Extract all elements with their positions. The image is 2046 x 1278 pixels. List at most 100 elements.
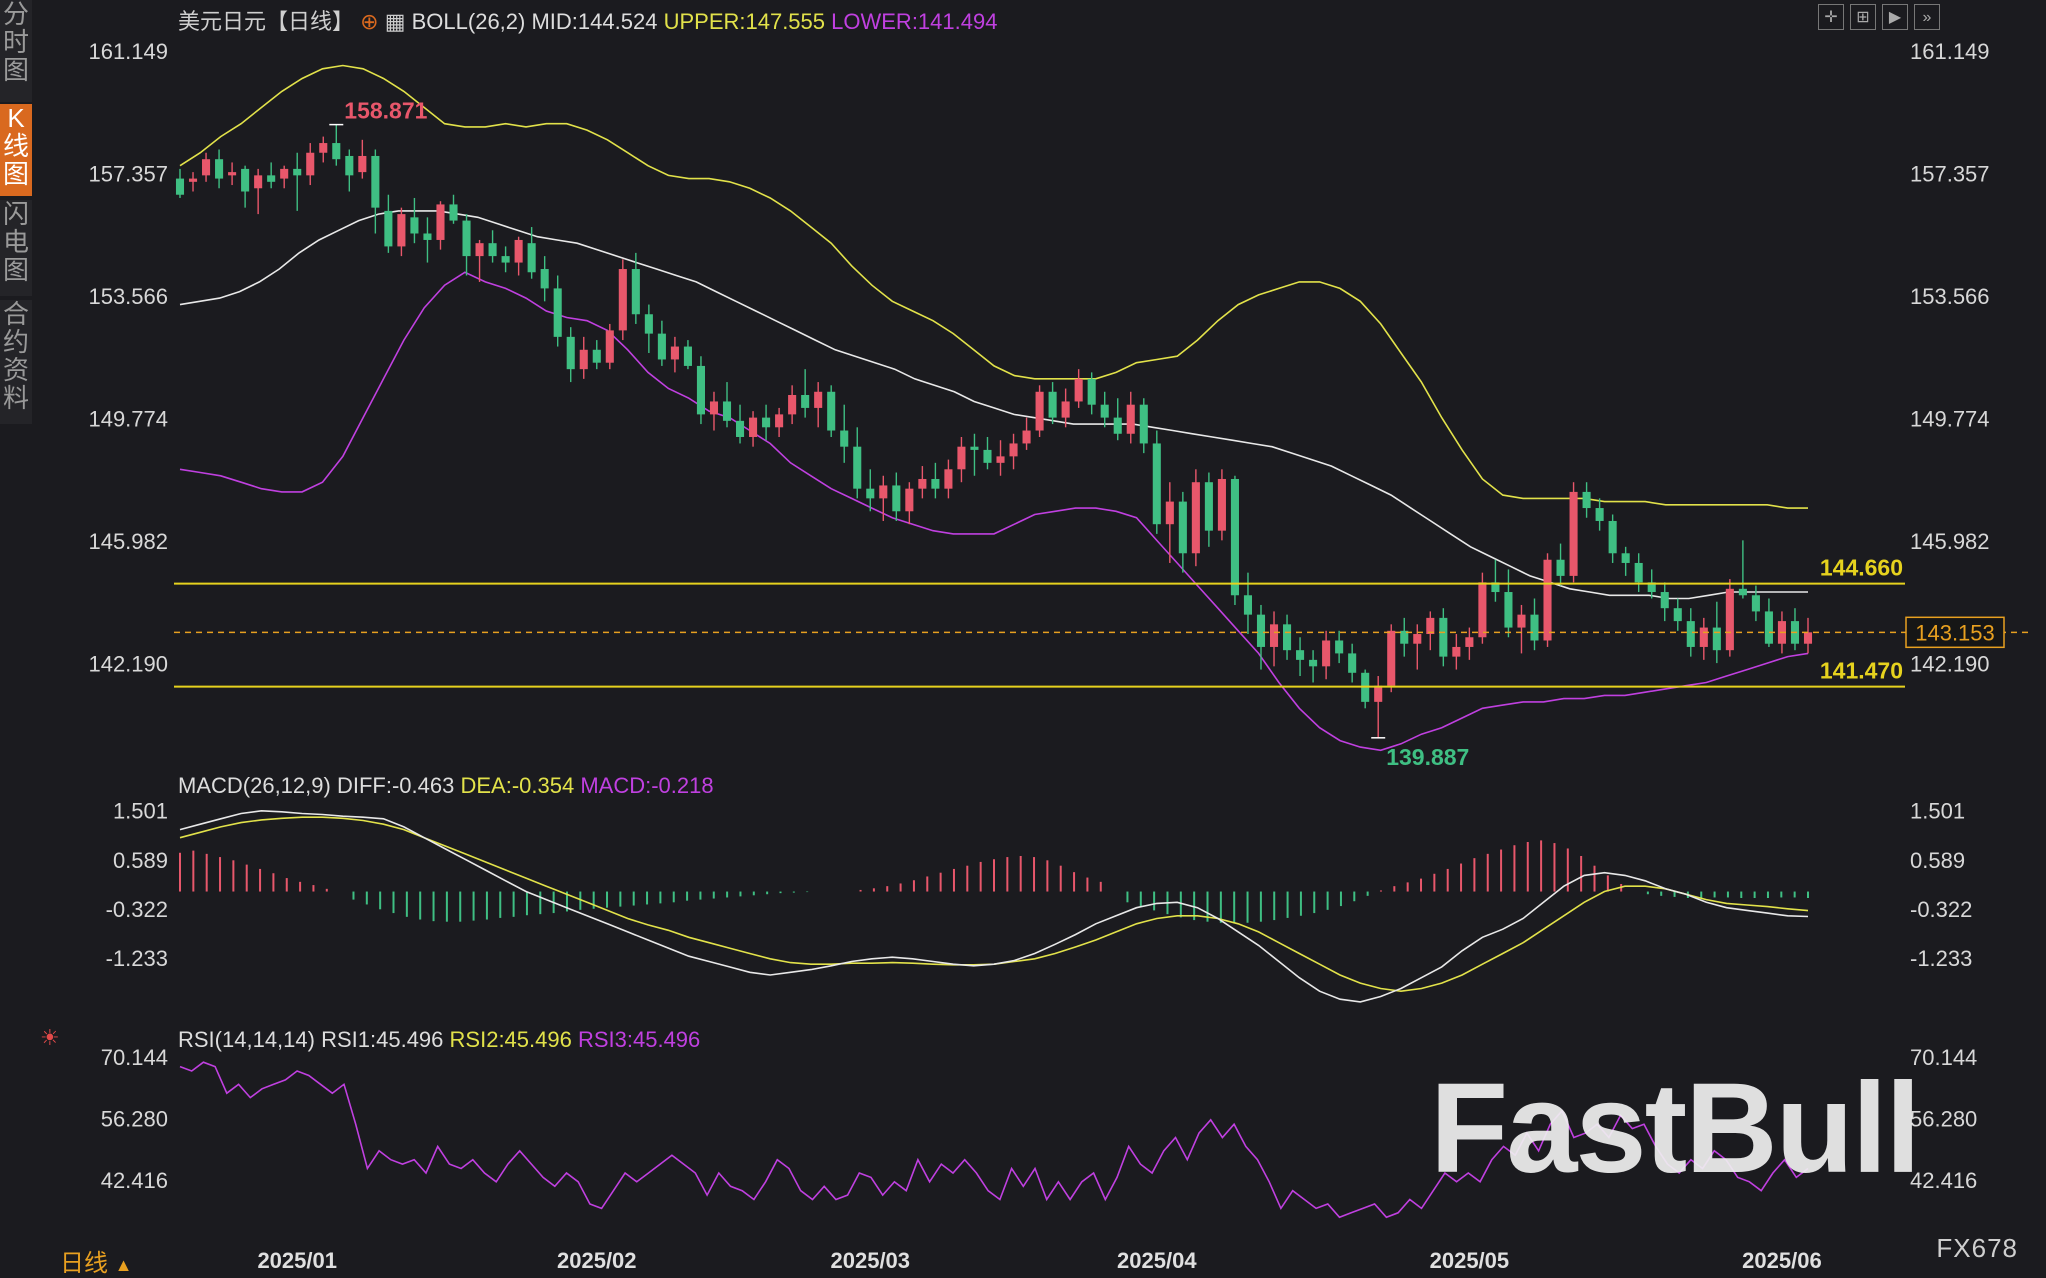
low-label: 139.887 xyxy=(1386,744,1469,770)
left-sidebar: 分时图 K线图 闪电图 合约资料 xyxy=(0,0,32,430)
candle-body xyxy=(1400,630,1409,644)
candle-body xyxy=(970,446,979,450)
candle-body xyxy=(1738,588,1747,596)
candle-body xyxy=(683,346,692,366)
candle-body xyxy=(1530,614,1539,641)
candle-body xyxy=(1569,491,1578,576)
candle-body xyxy=(1387,630,1396,686)
candle-body xyxy=(1595,508,1604,521)
candle-body xyxy=(188,178,198,182)
candle-body xyxy=(1712,627,1721,651)
tab-timeshare[interactable]: 分时图 xyxy=(0,0,32,102)
candle-body xyxy=(527,243,536,273)
candle-body xyxy=(1035,391,1044,431)
candle-body xyxy=(749,417,758,437)
rsi-label: RSI(14,14,14) xyxy=(178,1027,315,1052)
candle-body xyxy=(631,269,640,315)
candle-body xyxy=(996,456,1005,463)
candle-body xyxy=(983,449,992,463)
x-date-tick: 2025/02 xyxy=(557,1248,637,1273)
price-y-tick-left: 161.149 xyxy=(88,39,168,64)
candle-body xyxy=(1100,404,1109,418)
candle-body xyxy=(579,349,588,370)
candle-body xyxy=(371,155,380,208)
indicator-icon[interactable]: ▦ xyxy=(384,9,406,34)
candle-body xyxy=(1543,559,1552,641)
high-label: 158.871 xyxy=(344,98,427,124)
tab-contract-info[interactable]: 合约资料 xyxy=(0,300,32,424)
play-icon[interactable]: ▶ xyxy=(1882,4,1908,30)
price-y-tick-right: 153.566 xyxy=(1910,284,1990,309)
candle-body xyxy=(319,143,328,153)
price-panel[interactable]: 144.660 141.470 143.153 158.871 139.887 xyxy=(174,64,2030,770)
candle-body xyxy=(918,478,927,489)
rsi-y-tick-right: 70.144 xyxy=(1910,1045,1977,1070)
candle-body xyxy=(1634,562,1643,583)
candle-body xyxy=(1699,627,1708,647)
tab-flash-chart[interactable]: 闪电图 xyxy=(0,200,32,296)
candle-body xyxy=(1725,588,1734,651)
crosshair-icon[interactable]: ✛ xyxy=(1818,4,1844,30)
rsi-y-tick-right: 56.280 xyxy=(1910,1107,1977,1132)
candle-body xyxy=(1478,582,1487,638)
candle-body xyxy=(722,401,732,421)
candle-body xyxy=(358,155,367,173)
candle-body xyxy=(696,365,705,415)
candle-body xyxy=(1413,634,1422,644)
candle-body xyxy=(592,349,601,363)
candle-body xyxy=(1230,478,1239,596)
macd-header: MACD(26,12,9) DIFF:-0.463 DEA:-0.354 MAC… xyxy=(178,773,714,799)
macd-y-tick-left: 0.589 xyxy=(113,848,168,873)
candle-body xyxy=(1322,640,1331,667)
rsi-y-tick-left: 70.144 xyxy=(101,1045,168,1070)
candle-body xyxy=(1660,592,1669,609)
macd-y-tick-left: -1.233 xyxy=(106,946,168,971)
boll-lower-line xyxy=(179,271,1809,752)
price-y-tick-right: 145.982 xyxy=(1910,529,1990,554)
candle-body xyxy=(1803,632,1813,644)
candle-body xyxy=(644,314,653,334)
rsi-panel[interactable] xyxy=(179,1061,1809,1219)
candle-body xyxy=(462,220,471,257)
timeframe-selector[interactable]: 日线 ▲ xyxy=(60,1243,133,1278)
candle-body xyxy=(267,175,276,182)
toolbar: ✛ ⊞ ▶ » xyxy=(1818,4,1940,30)
price-y-tick-left: 157.357 xyxy=(88,162,168,187)
range-icon[interactable]: ⊞ xyxy=(1850,4,1876,30)
tab-kline[interactable]: K线图 xyxy=(0,104,32,196)
fast-forward-icon[interactable]: » xyxy=(1914,4,1940,30)
candle-body xyxy=(762,417,771,428)
macd-label: MACD(26,12,9) xyxy=(178,773,331,798)
candle-body xyxy=(410,217,419,234)
boll-upper-line xyxy=(179,64,1808,509)
candle-body xyxy=(1243,595,1253,615)
candle-body xyxy=(1426,617,1435,635)
timeframe-label: 日线 xyxy=(60,1250,108,1277)
candle-body xyxy=(1022,430,1031,444)
candle-body xyxy=(488,243,497,257)
candle-body xyxy=(1256,614,1266,647)
candle-body xyxy=(735,420,745,437)
candle-body xyxy=(1452,646,1461,657)
candle-body xyxy=(1009,443,1018,457)
candle-body xyxy=(1465,637,1474,647)
candle-body xyxy=(1139,404,1148,444)
candle-body xyxy=(1335,640,1344,654)
indicator-settings-icon[interactable]: ☀ xyxy=(40,1025,60,1050)
macd-panel[interactable] xyxy=(179,809,1809,1003)
x-date-tick: 2025/05 xyxy=(1430,1248,1510,1273)
candle-body xyxy=(618,269,627,331)
candle-body xyxy=(892,485,901,512)
settings-icon[interactable]: ⊕ xyxy=(360,9,379,34)
x-date-tick: 2025/04 xyxy=(1117,1248,1197,1273)
x-date-tick: 2025/01 xyxy=(257,1248,337,1273)
price-y-tick-right: 157.357 xyxy=(1910,162,1990,187)
candle-body xyxy=(293,168,302,176)
candle-body xyxy=(1269,624,1279,647)
boll-upper-value: UPPER:147.555 xyxy=(663,9,826,34)
candle-body xyxy=(1621,553,1630,563)
candle-body xyxy=(1491,582,1500,593)
candle-body xyxy=(1517,614,1526,628)
candle-body xyxy=(514,239,523,263)
